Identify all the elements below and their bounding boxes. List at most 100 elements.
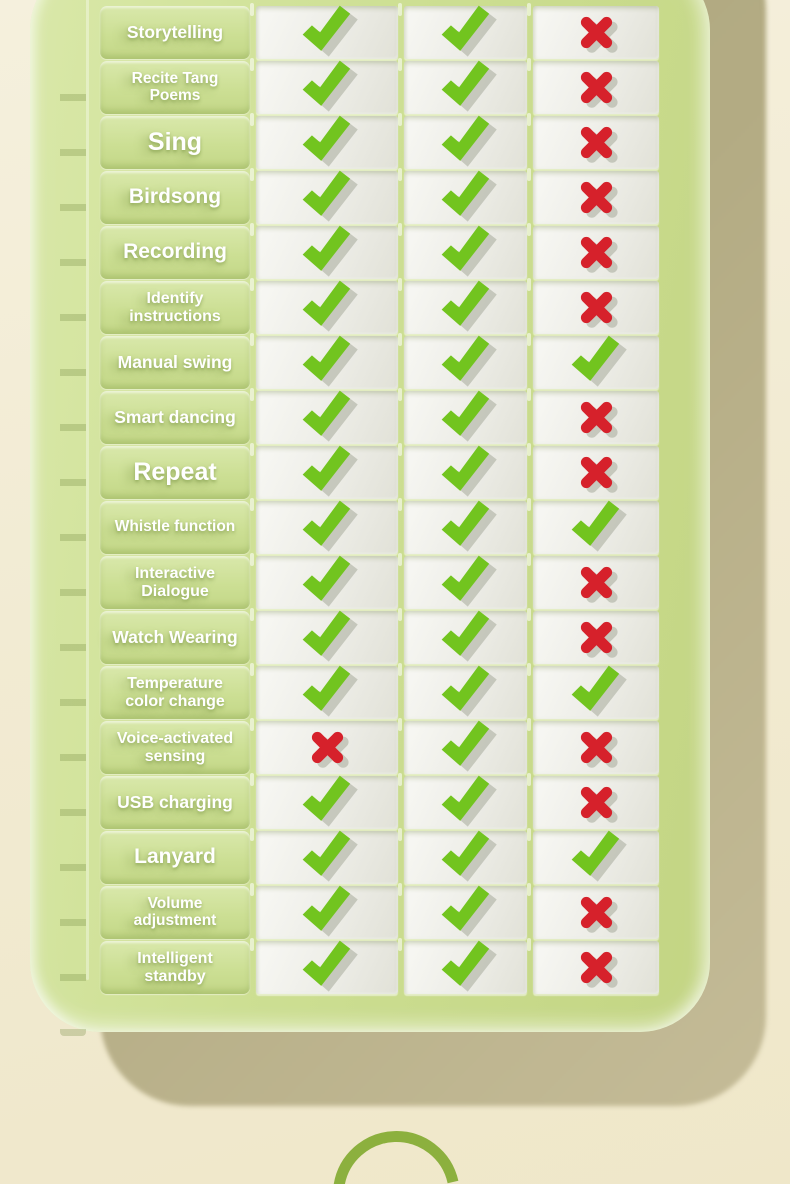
check-icon xyxy=(302,170,358,222)
comparison-cell-column-2 xyxy=(398,333,527,389)
feature-row: Storytelling xyxy=(100,3,663,59)
comparison-cell-column-3 xyxy=(527,3,659,59)
check-icon xyxy=(302,775,358,827)
cross-icon xyxy=(577,728,616,767)
feature-row: Volume adjustment xyxy=(100,883,663,939)
check-icon xyxy=(302,225,358,277)
check-icon xyxy=(441,610,497,662)
check-icon xyxy=(441,445,497,497)
cross-icon xyxy=(577,563,616,602)
check-icon xyxy=(441,390,497,442)
comparison-cell-column-1 xyxy=(250,663,398,719)
comparison-cell-column-2 xyxy=(398,718,527,774)
panel-left-ridge xyxy=(60,46,86,1036)
cross-icon xyxy=(577,123,616,162)
check-icon xyxy=(302,5,358,57)
comparison-cell-column-2 xyxy=(398,388,527,444)
feature-label: Lanyard xyxy=(100,831,250,884)
check-icon xyxy=(441,720,497,772)
check-icon xyxy=(441,60,497,112)
check-icon xyxy=(441,500,497,552)
feature-row: Lanyard xyxy=(100,828,663,884)
comparison-cell-column-3 xyxy=(527,58,659,114)
check-icon xyxy=(302,940,358,992)
feature-label: Repeat xyxy=(100,446,250,499)
comparison-cell-column-1 xyxy=(250,828,398,884)
comparison-cell-column-2 xyxy=(398,773,527,829)
feature-label: Birdsong xyxy=(100,171,250,224)
check-icon xyxy=(441,665,497,717)
comparison-cell-column-3 xyxy=(527,663,659,719)
comparison-cell-column-1 xyxy=(250,58,398,114)
comparison-cell-column-1 xyxy=(250,938,398,994)
feature-row: Sing xyxy=(100,113,663,169)
cross-icon xyxy=(577,893,616,932)
check-icon xyxy=(302,885,358,937)
comparison-cell-column-2 xyxy=(398,443,527,499)
cross-icon xyxy=(577,288,616,327)
check-icon xyxy=(441,940,497,992)
feature-label: Watch Wearing xyxy=(100,611,250,664)
cross-icon xyxy=(577,68,616,107)
check-icon xyxy=(571,665,627,717)
comparison-cell-column-1 xyxy=(250,168,398,224)
feature-label: Temperature color change xyxy=(100,666,250,719)
feature-label: Interactive Dialogue xyxy=(100,556,250,609)
check-icon xyxy=(571,500,627,552)
comparison-cell-column-3 xyxy=(527,333,659,389)
cross-icon xyxy=(308,728,347,767)
feature-row: Recording xyxy=(100,223,663,279)
cross-icon xyxy=(577,233,616,272)
feature-row: Repeat xyxy=(100,443,663,499)
feature-row: Whistle function xyxy=(100,498,663,554)
comparison-cell-column-1 xyxy=(250,718,398,774)
feature-label: Smart dancing xyxy=(100,391,250,444)
comparison-cell-column-1 xyxy=(250,498,398,554)
check-icon xyxy=(441,830,497,882)
check-icon xyxy=(441,775,497,827)
feature-row: Birdsong xyxy=(100,168,663,224)
cross-icon xyxy=(577,948,616,987)
check-icon xyxy=(302,335,358,387)
feature-row: Interactive Dialogue xyxy=(100,553,663,609)
cross-icon xyxy=(577,618,616,657)
comparison-cell-column-3 xyxy=(527,278,659,334)
check-icon xyxy=(441,225,497,277)
comparison-cell-column-3 xyxy=(527,443,659,499)
check-icon xyxy=(441,5,497,57)
comparison-cell-column-1 xyxy=(250,443,398,499)
check-icon xyxy=(441,885,497,937)
comparison-cell-column-2 xyxy=(398,223,527,279)
feature-label: Identify instructions xyxy=(100,281,250,334)
check-icon xyxy=(571,335,627,387)
comparison-cell-column-3 xyxy=(527,168,659,224)
feature-label: Sing xyxy=(100,116,250,169)
comparison-cell-column-1 xyxy=(250,608,398,664)
check-icon xyxy=(441,280,497,332)
comparison-cell-column-3 xyxy=(527,498,659,554)
cross-icon xyxy=(577,398,616,437)
comparison-cell-column-1 xyxy=(250,553,398,609)
comparison-panel: Storytelling Recite Tang Poems Sing xyxy=(30,0,710,1036)
comparison-cell-column-2 xyxy=(398,3,527,59)
feature-row: USB charging xyxy=(100,773,663,829)
comparison-cell-column-1 xyxy=(250,333,398,389)
feature-label: Whistle function xyxy=(100,501,250,554)
check-icon xyxy=(302,390,358,442)
comparison-cell-column-2 xyxy=(398,498,527,554)
cross-icon xyxy=(577,178,616,217)
check-icon xyxy=(441,335,497,387)
cross-icon xyxy=(577,783,616,822)
check-icon xyxy=(302,610,358,662)
comparison-cell-column-1 xyxy=(250,278,398,334)
check-icon xyxy=(302,445,358,497)
comparison-cell-column-2 xyxy=(398,608,527,664)
feature-row: Voice-activated sensing xyxy=(100,718,663,774)
panel-left-highlight xyxy=(86,0,89,980)
feature-label: Intelligent standby xyxy=(100,941,250,994)
comparison-cell-column-2 xyxy=(398,278,527,334)
comparison-cell-column-2 xyxy=(398,883,527,939)
check-icon xyxy=(571,830,627,882)
comparison-cell-column-3 xyxy=(527,773,659,829)
check-icon xyxy=(441,115,497,167)
